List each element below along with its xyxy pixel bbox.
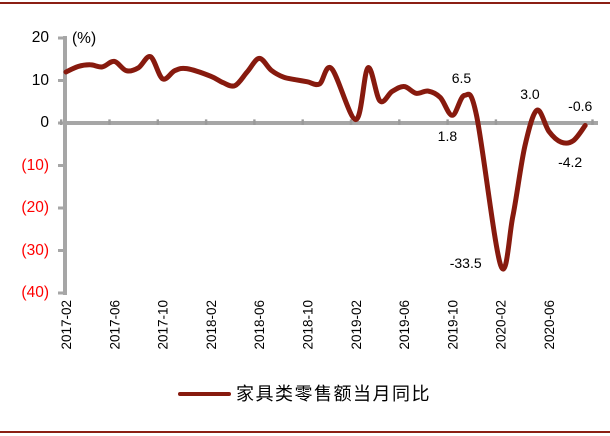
top-border-rule <box>0 2 610 4</box>
y-axis-label: (30) <box>21 241 49 259</box>
series-line <box>63 54 588 272</box>
y-axis-label: (20) <box>21 199 49 216</box>
x-axis-tick-label: 2017-10 <box>156 300 171 350</box>
x-axis-tick <box>108 119 111 125</box>
x-axis-tick-label: 2019-02 <box>349 300 364 350</box>
x-axis-tick <box>301 119 304 125</box>
x-axis-tick <box>446 119 449 125</box>
bottom-border-rule <box>0 431 610 433</box>
y-axis-line <box>63 36 67 295</box>
x-axis-tick <box>204 119 208 125</box>
y-axis-label: 10 <box>31 71 49 89</box>
x-axis-tick-label: 2019-06 <box>397 300 412 350</box>
x-axis-tick <box>60 119 63 125</box>
y-axis-label: 20 <box>31 29 49 46</box>
x-axis-tick-label: 2018-06 <box>252 300 267 350</box>
y-axis-tick <box>58 291 63 295</box>
x-axis-tick-label: 2019-10 <box>445 300 460 350</box>
legend-series-label: 家具类零售额当月同比 <box>236 384 431 404</box>
x-axis-tick <box>349 119 353 125</box>
y-axis-label: 0 <box>40 114 49 131</box>
y-axis-label: (40) <box>21 284 49 301</box>
x-axis-tick <box>398 119 401 125</box>
data-label: 6.5 <box>451 70 472 87</box>
x-axis-tick-label: 2020-02 <box>494 300 509 350</box>
y-axis-tick <box>58 164 63 167</box>
zero-axis-line <box>63 121 598 125</box>
data-label: -33.5 <box>449 255 482 272</box>
x-axis-tick <box>156 119 159 125</box>
x-axis-tick <box>494 119 498 125</box>
x-axis-tick-label: 2018-10 <box>301 300 316 350</box>
data-label: -4.2 <box>558 153 583 170</box>
y-axis-tick <box>58 36 63 40</box>
data-label: 3.0 <box>520 86 540 103</box>
y-axis-tick <box>58 206 63 210</box>
legend-line-swatch <box>178 391 231 397</box>
y-axis-tick <box>58 79 63 82</box>
x-axis-tick <box>591 119 594 125</box>
y-axis-tick <box>58 249 63 252</box>
y-axis-label: (10) <box>21 156 49 174</box>
x-axis-tick <box>253 119 256 125</box>
data-label: 1.8 <box>437 128 458 145</box>
data-label: -0.6 <box>568 97 593 114</box>
x-axis-tick-label: 2017-06 <box>107 300 122 350</box>
y-axis-unit-label: (%) <box>72 30 97 47</box>
legend: 家具类零售额当月同比 <box>178 383 431 405</box>
x-axis-tick-label: 2017-02 <box>59 300 74 350</box>
x-axis-tick-label: 2018-02 <box>204 300 219 350</box>
x-axis-tick-label: 2020-06 <box>542 300 557 350</box>
